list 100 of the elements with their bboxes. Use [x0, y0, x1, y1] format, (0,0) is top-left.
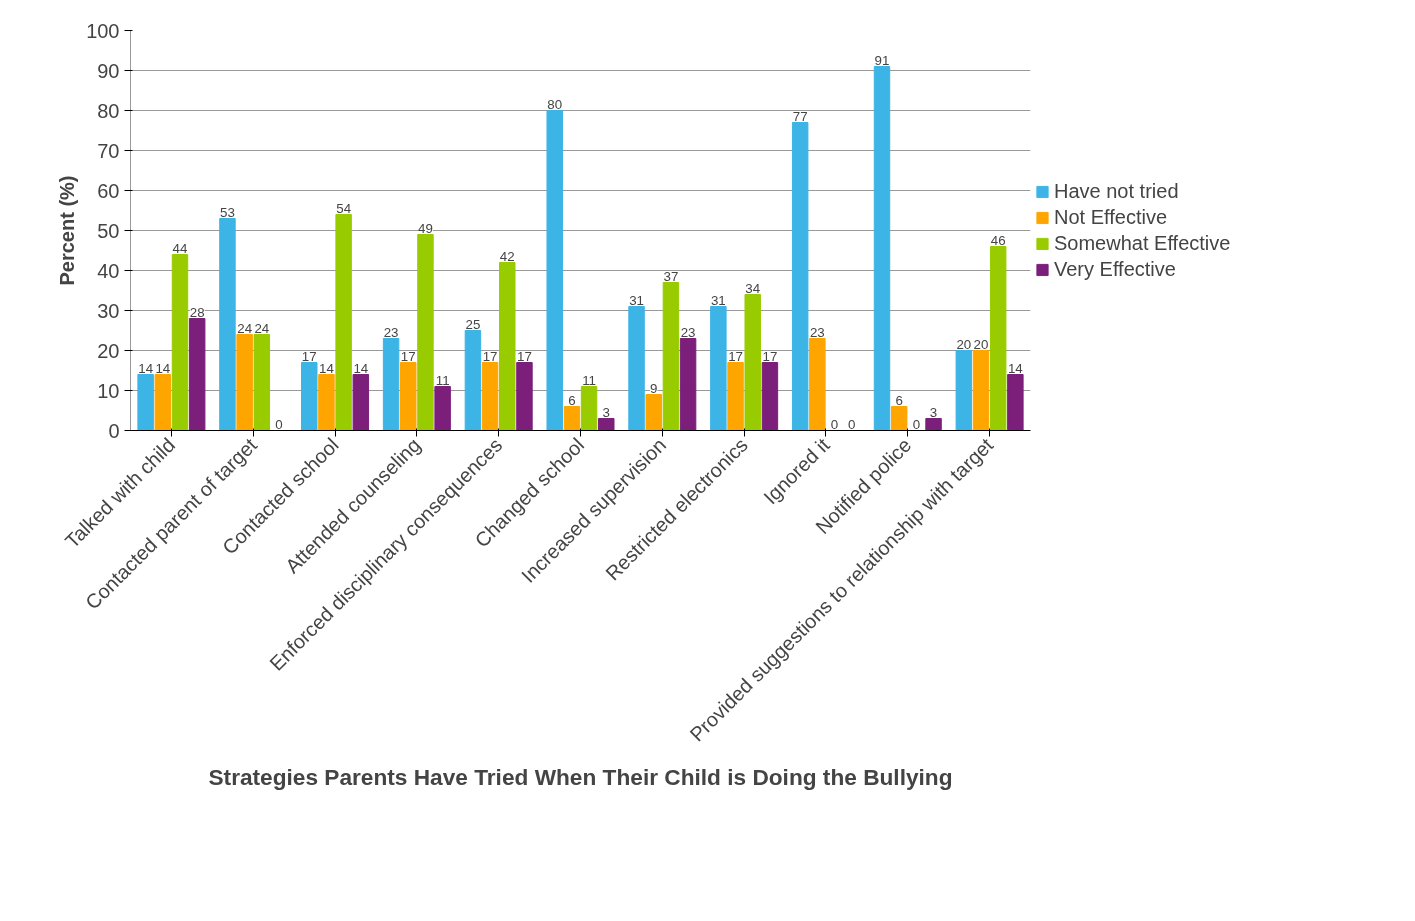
- bar: [219, 218, 236, 431]
- bar: [645, 394, 662, 431]
- data-label: 28: [189, 304, 205, 320]
- data-label: 31: [710, 292, 726, 308]
- bar: [955, 350, 973, 431]
- bar: [253, 334, 271, 431]
- bar: [382, 338, 400, 431]
- data-label: 6: [895, 392, 903, 408]
- data-label: 3: [602, 404, 610, 420]
- data-label: 14: [1007, 360, 1024, 376]
- y-tick-label: 60: [97, 179, 120, 202]
- data-label: 9: [650, 380, 658, 396]
- bar: [417, 234, 434, 431]
- data-label: 42: [499, 248, 515, 264]
- bar: [434, 386, 451, 431]
- data-label: 0: [848, 416, 856, 432]
- data-label: 0: [275, 416, 283, 432]
- data-label: 24: [237, 320, 253, 336]
- data-label: 24: [254, 320, 270, 336]
- y-tick-label: 10: [97, 379, 120, 402]
- y-axis-title: Percent (%): [56, 175, 79, 286]
- data-label: 11: [582, 372, 597, 388]
- data-label: 14: [155, 360, 171, 376]
- data-label: 14: [138, 360, 154, 376]
- data-label: 17: [762, 348, 778, 364]
- data-label: 53: [220, 204, 235, 220]
- bar: [546, 110, 563, 431]
- y-tick-label: 0: [108, 419, 120, 442]
- bar: [464, 330, 482, 431]
- data-label: 23: [383, 324, 399, 340]
- data-label: 17: [728, 348, 743, 364]
- bar: [679, 338, 697, 431]
- data-label: 20: [973, 336, 989, 352]
- bar: [598, 418, 615, 431]
- bar: [662, 282, 680, 431]
- data-label: 25: [465, 316, 481, 332]
- y-tick-label: 20: [97, 339, 120, 362]
- data-label: 80: [547, 96, 563, 112]
- bar: [236, 334, 253, 431]
- bar: [516, 362, 533, 431]
- y-tick-label: 100: [86, 19, 120, 42]
- bar: [154, 374, 172, 431]
- bar: [727, 362, 744, 431]
- data-label: 14: [319, 360, 335, 376]
- bar: [563, 406, 581, 431]
- bar: [989, 246, 1007, 431]
- data-label: 0: [912, 416, 921, 432]
- bar: [761, 362, 779, 431]
- y-tick-label: 30: [97, 299, 120, 322]
- data-label: 0: [830, 416, 839, 432]
- data-label: 91: [874, 52, 890, 68]
- legend-label: Somewhat Effective: [1054, 231, 1231, 255]
- bar: [972, 350, 990, 431]
- legend-label: Not Effective: [1054, 205, 1168, 229]
- data-label: 20: [956, 336, 972, 352]
- data-label: 44: [172, 240, 188, 256]
- bar: [791, 122, 809, 431]
- y-tick-label: 50: [97, 219, 120, 242]
- data-label: 14: [353, 360, 369, 376]
- bar: [481, 362, 499, 431]
- bar: [925, 418, 942, 431]
- bar: [873, 66, 891, 431]
- data-label: 23: [680, 324, 696, 340]
- data-label: 6: [568, 392, 576, 408]
- data-label: 17: [301, 348, 317, 364]
- bar: [352, 374, 370, 431]
- bar: [188, 318, 206, 431]
- y-tick-label: 80: [97, 99, 120, 122]
- y-tick-label: 40: [97, 259, 120, 282]
- data-label: 23: [809, 324, 825, 340]
- bar: [400, 362, 417, 431]
- data-label: 17: [517, 348, 532, 364]
- data-label: 31: [629, 292, 644, 308]
- y-tick-label: 90: [97, 59, 120, 82]
- data-label: 49: [418, 220, 433, 236]
- text: Strategies Parents Have Tried When Their Child is Doing the Bullying: [208, 763, 953, 790]
- data-label: 17: [482, 348, 498, 364]
- legend-label: Very Effective: [1054, 257, 1176, 281]
- bar: [890, 406, 908, 431]
- legend-label: Have not tried: [1054, 179, 1179, 203]
- data-label: 37: [663, 268, 679, 284]
- data-label: 77: [792, 108, 808, 124]
- bar: [335, 214, 352, 431]
- data-label: 17: [400, 348, 416, 364]
- bar: [809, 338, 826, 431]
- y-tick-label: 70: [97, 139, 120, 162]
- bar: [318, 374, 335, 431]
- data-label: 11: [435, 372, 450, 388]
- bar: [137, 374, 154, 431]
- data-label: 34: [745, 280, 761, 296]
- bar: [580, 386, 598, 431]
- bar: [499, 262, 516, 431]
- bar: [744, 294, 761, 431]
- data-label: 46: [990, 232, 1006, 248]
- bar: [301, 362, 318, 431]
- bar: [710, 306, 727, 431]
- data-label: 3: [929, 404, 938, 420]
- data-label: 54: [336, 200, 352, 216]
- bar: [1007, 374, 1024, 431]
- bar: [628, 306, 645, 431]
